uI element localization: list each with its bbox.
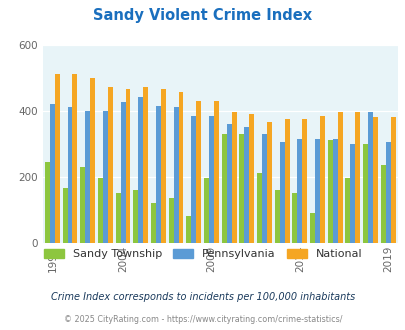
Bar <box>85 111 90 243</box>
Bar <box>367 112 372 243</box>
Bar <box>226 124 231 243</box>
Bar <box>168 198 173 243</box>
Bar <box>143 87 148 243</box>
Bar <box>196 101 200 243</box>
Bar <box>120 102 125 243</box>
Bar <box>362 144 367 243</box>
Bar <box>186 216 191 243</box>
Bar <box>345 178 350 243</box>
Bar <box>244 127 249 243</box>
Bar <box>55 74 60 243</box>
Bar <box>372 117 377 243</box>
Bar <box>125 89 130 243</box>
Bar <box>274 190 279 243</box>
Bar <box>314 139 319 243</box>
Bar <box>90 78 95 243</box>
Bar <box>72 74 77 243</box>
Bar <box>350 144 354 243</box>
Bar <box>301 119 307 243</box>
Bar <box>296 139 301 243</box>
Legend: Sandy Township, Pennsylvania, National: Sandy Township, Pennsylvania, National <box>39 244 366 263</box>
Bar <box>327 140 332 243</box>
Bar <box>80 167 85 243</box>
Bar <box>319 115 324 243</box>
Bar <box>62 188 67 243</box>
Text: Crime Index corresponds to incidents per 100,000 inhabitants: Crime Index corresponds to incidents per… <box>51 292 354 302</box>
Text: © 2025 CityRating.com - https://www.cityrating.com/crime-statistics/: © 2025 CityRating.com - https://www.city… <box>64 315 341 324</box>
Bar <box>115 193 120 243</box>
Bar <box>209 115 213 243</box>
Bar <box>231 112 236 243</box>
Bar <box>256 173 261 243</box>
Bar <box>385 142 390 243</box>
Bar <box>102 111 108 243</box>
Bar <box>337 112 342 243</box>
Bar <box>284 119 289 243</box>
Bar <box>221 134 226 243</box>
Bar <box>98 178 102 243</box>
Bar <box>138 97 143 243</box>
Bar <box>354 112 359 243</box>
Bar <box>213 101 218 243</box>
Bar <box>332 139 337 243</box>
Bar <box>249 114 254 243</box>
Bar <box>203 178 209 243</box>
Bar <box>239 134 244 243</box>
Bar <box>173 107 178 243</box>
Text: Sandy Violent Crime Index: Sandy Violent Crime Index <box>93 8 312 23</box>
Bar <box>160 89 165 243</box>
Bar <box>108 87 113 243</box>
Bar <box>380 165 385 243</box>
Bar <box>279 142 284 243</box>
Bar <box>292 193 296 243</box>
Bar <box>191 115 196 243</box>
Bar <box>156 106 160 243</box>
Bar <box>309 213 314 243</box>
Bar <box>45 162 50 243</box>
Bar <box>50 104 55 243</box>
Bar <box>133 190 138 243</box>
Bar <box>67 107 72 243</box>
Bar <box>390 117 394 243</box>
Bar <box>151 203 156 243</box>
Bar <box>261 134 266 243</box>
Bar <box>178 92 183 243</box>
Bar <box>266 122 271 243</box>
